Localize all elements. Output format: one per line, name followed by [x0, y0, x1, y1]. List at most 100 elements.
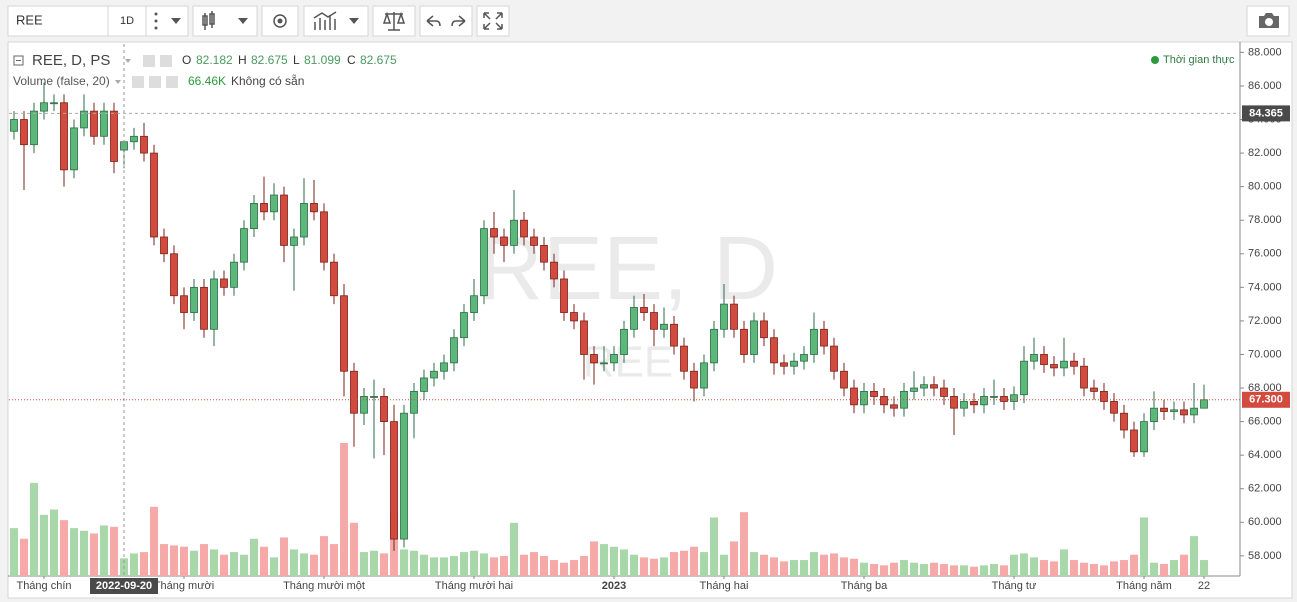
x-tick-label: 2023	[602, 580, 626, 592]
volume-bar	[1140, 517, 1148, 576]
symbol-box[interactable]	[7, 5, 109, 37]
candle-body	[770, 337, 778, 364]
volume-bar	[40, 514, 48, 576]
candle-body	[680, 345, 688, 372]
candle-body	[360, 396, 368, 414]
volume-bar	[360, 552, 368, 576]
legend-title: REE, D, PS	[32, 52, 110, 69]
candle-body	[20, 119, 28, 146]
candle-body	[940, 387, 948, 397]
volume-bar	[320, 536, 328, 576]
status: Thời gian thực	[1163, 54, 1235, 66]
volume-bar	[340, 443, 348, 576]
volume-note: Không có sẵn	[231, 73, 304, 88]
volume-bar	[410, 550, 418, 576]
candle-body	[960, 401, 968, 409]
volume-bar	[1030, 557, 1038, 576]
volume-bar	[530, 552, 538, 576]
volume-bar	[670, 552, 678, 576]
candle-body	[250, 203, 258, 230]
fullscreen-button[interactable]	[476, 5, 510, 37]
open-label: O	[182, 53, 191, 67]
x-tick-label: Tháng hai	[700, 580, 749, 592]
candle-body	[620, 328, 628, 355]
volume-bar	[420, 554, 428, 576]
volume-bar	[400, 549, 408, 576]
y-tick-label: 60.000	[1248, 516, 1282, 528]
x-tick-label: Tháng ba	[841, 580, 888, 592]
candle-body	[260, 203, 268, 213]
volume-bar	[510, 522, 518, 576]
volume-bar	[900, 560, 908, 576]
more-button[interactable]	[145, 5, 189, 37]
candle-body	[190, 286, 198, 313]
settings-icon[interactable]	[160, 55, 172, 67]
volume-bar	[730, 541, 738, 576]
volume-value: 66.46K	[188, 74, 226, 88]
y-tick-label: 80.000	[1248, 181, 1282, 193]
y-tick-label: 86.000	[1248, 80, 1282, 92]
volume-bar	[560, 562, 568, 576]
symbol[interactable]: REE	[16, 12, 43, 27]
volume-bar	[980, 565, 988, 576]
volume-bar	[460, 552, 468, 576]
volume-bar	[1010, 554, 1018, 576]
y-tick-label: 68.000	[1248, 382, 1282, 394]
interval[interactable]: 1D	[120, 15, 134, 27]
candle-body	[1060, 360, 1068, 369]
candle-body	[320, 211, 328, 263]
volume-bar	[170, 545, 178, 576]
candle-body	[1160, 407, 1168, 412]
candle-body	[630, 307, 638, 330]
interval-button[interactable]	[107, 5, 147, 37]
status-dot	[1151, 56, 1159, 64]
candle-body	[840, 370, 848, 389]
volume-bar	[230, 552, 238, 576]
volume-bar	[270, 557, 278, 576]
y-tick-label: 72.000	[1248, 315, 1282, 327]
volume-bar	[450, 556, 458, 576]
x-tick-label: 22	[1198, 580, 1210, 592]
y-tick-label: 66.000	[1248, 416, 1282, 428]
volume-bar	[880, 565, 888, 576]
candle-body	[950, 396, 958, 409]
candle-body	[1020, 360, 1028, 396]
x-tick-label: Tháng mười một	[283, 580, 365, 592]
volume-bar	[260, 546, 268, 576]
candle-body	[1070, 360, 1078, 367]
volume-bar	[90, 533, 98, 576]
candle-body	[310, 203, 318, 213]
volume-bar	[550, 560, 558, 576]
candle-body	[550, 261, 558, 280]
x-tick-label: Tháng mười	[154, 580, 214, 592]
x-tick-label: Tháng tư	[992, 580, 1037, 592]
eye-icon[interactable]	[143, 55, 155, 67]
volume-bar	[840, 557, 848, 576]
volume-bar	[650, 558, 658, 576]
volume-bar	[760, 554, 768, 576]
candle-body	[1120, 412, 1128, 431]
candle-body	[880, 396, 888, 406]
candle-body	[50, 102, 58, 105]
candle-body	[80, 110, 88, 129]
candle-body	[150, 152, 158, 238]
candle-body	[40, 102, 48, 112]
collapse-icon[interactable]	[13, 55, 24, 66]
indicators-button[interactable]	[303, 5, 369, 37]
volume-bar	[1040, 560, 1048, 576]
candle-body	[470, 295, 478, 313]
candle-body	[290, 236, 298, 246]
candle-body	[1170, 409, 1178, 412]
volume-bar	[370, 550, 378, 576]
candle-body	[490, 228, 498, 238]
crosshair-price-box	[1242, 105, 1290, 122]
candle-body	[400, 412, 408, 540]
volume-bar	[80, 530, 88, 576]
candle-body	[730, 303, 738, 330]
candle-body	[860, 390, 868, 406]
candle-body	[570, 312, 578, 322]
snapshot-button[interactable]	[1246, 5, 1290, 37]
volume-bar	[600, 544, 608, 576]
crosshair-date: 2022-09-20	[96, 580, 152, 592]
